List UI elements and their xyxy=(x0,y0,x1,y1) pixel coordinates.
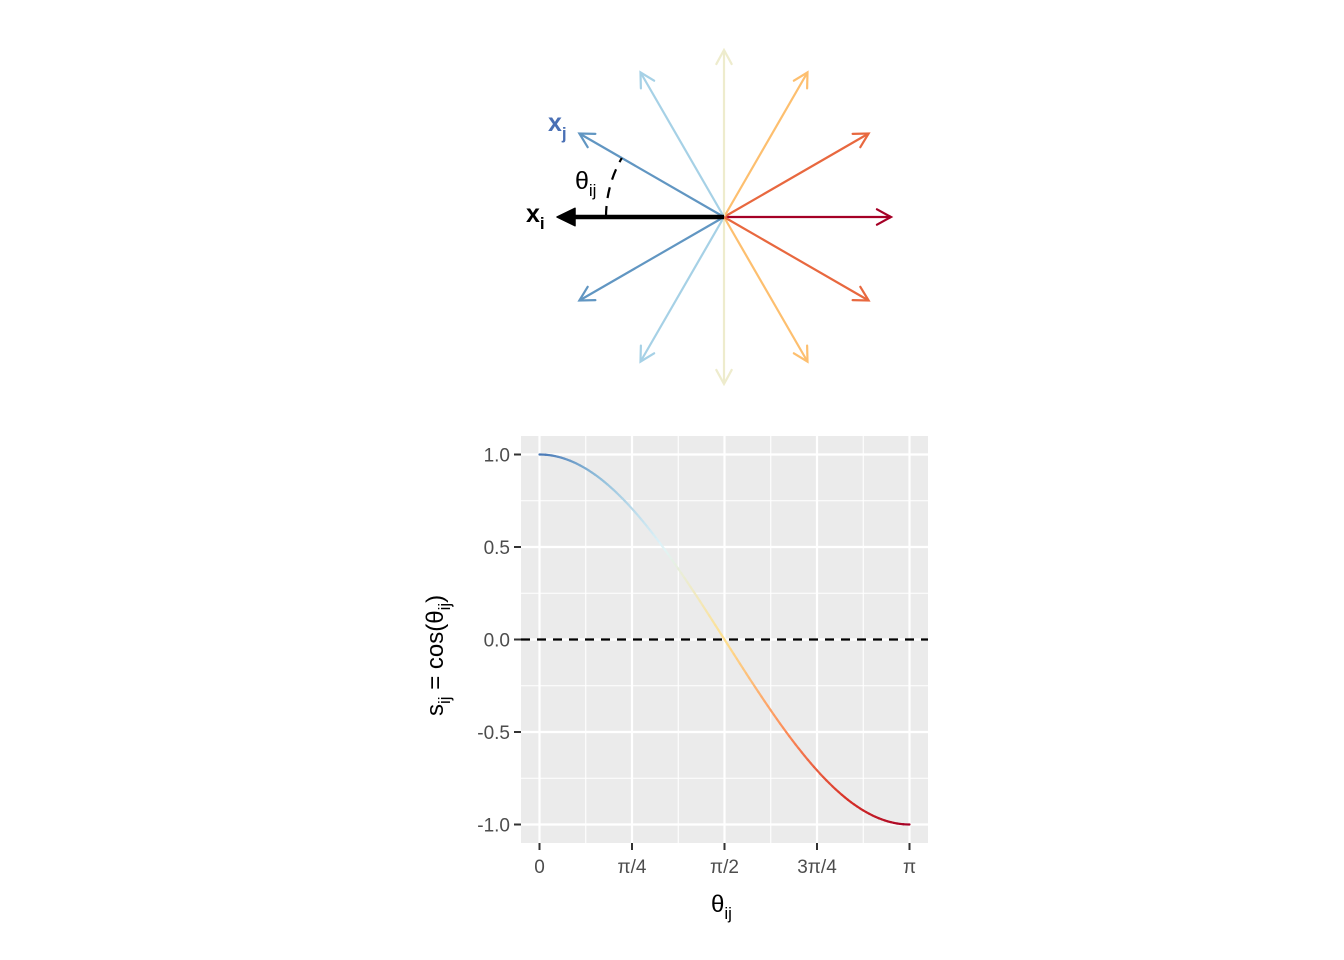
x-axis: 0 π/4 π/2 3π/4 π xyxy=(534,843,916,878)
vector-fan-diagram xyxy=(556,47,894,387)
y-tick-label: -1.0 xyxy=(477,816,510,837)
y-tick-label: -0.5 xyxy=(477,723,510,744)
x-tick-label: 3π/4 xyxy=(797,857,837,878)
vector-arrow-90 xyxy=(715,47,733,217)
y-tick-label: 0.5 xyxy=(484,538,510,559)
vector-arrow-30 xyxy=(723,132,871,218)
x-tick-label: π/2 xyxy=(710,857,739,878)
y-tick-label: 0.0 xyxy=(484,631,510,652)
vector-arrow-120 xyxy=(639,70,725,218)
vector-arrow-300 xyxy=(723,216,809,364)
theta-label: θij xyxy=(575,167,596,200)
x-axis-title: θij xyxy=(711,891,732,923)
x-tick-label: π/4 xyxy=(618,857,647,878)
vector-arrow-330 xyxy=(723,216,871,302)
vector-arrow-60 xyxy=(723,70,809,218)
vector-arrow-270 xyxy=(715,217,733,387)
x-tick-label: π xyxy=(903,857,916,878)
vector-arrow-150 xyxy=(577,132,725,218)
x-tick-label: 0 xyxy=(534,857,545,878)
xj-label: xj xyxy=(548,109,567,143)
cosine-curve xyxy=(538,453,911,826)
angle-arc xyxy=(604,157,623,218)
y-tick-label: 1.0 xyxy=(484,446,510,467)
vector-arrow-180 xyxy=(556,207,724,227)
y-axis: 1.0 0.5 0.0 -0.5 -1.0 xyxy=(477,446,521,837)
vector-arrow-240 xyxy=(639,216,725,364)
vector-arrow-0 xyxy=(724,208,894,226)
y-axis-title: sij = cos(θij) xyxy=(422,595,454,716)
xi-label: xi xyxy=(526,200,545,233)
vector-arrow-210 xyxy=(577,216,725,302)
